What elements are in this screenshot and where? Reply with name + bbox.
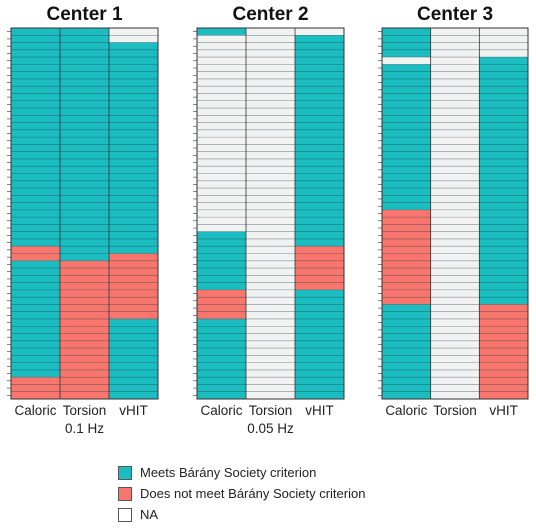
- panel-title: Center 3: [417, 4, 493, 25]
- panel-3: Center 3 Caloric Torsion vHIT: [378, 4, 529, 418]
- legend-label-meets: Meets Bárány Society criterion: [140, 465, 317, 480]
- legend-label-na: NA: [140, 507, 159, 522]
- heatmap-cell-notmeets: [11, 377, 60, 399]
- heatmap-cell-meets: [197, 318, 246, 399]
- legend-swatch-na: [118, 507, 132, 522]
- column-label: Caloric: [200, 403, 242, 418]
- column-label: Caloric: [385, 403, 427, 418]
- heatmap-cell-na: [246, 28, 295, 399]
- heatmap-cell-meets: [197, 28, 246, 36]
- heatmap-cell-meets: [109, 318, 158, 399]
- heatmap-cell-notmeets: [479, 304, 528, 399]
- panel-title: Center 1: [46, 4, 122, 25]
- legend-label-notmeets: Does not meet Bárány Society criterion: [140, 486, 366, 501]
- column-label: vHIT: [489, 403, 518, 418]
- column-sublabel: 0.05 Hz: [247, 421, 294, 436]
- heatmap-cell-meets: [382, 304, 431, 399]
- heatmap-cell-na: [295, 28, 344, 36]
- heatmap-cell-na: [430, 28, 480, 399]
- heatmap-cell-na: [382, 57, 431, 65]
- legend-item-notmeets: Does not meet Bárány Society criterion: [118, 483, 365, 504]
- heatmap-cell-notmeets: [109, 253, 158, 319]
- heatmap-cell-meets: [109, 42, 158, 254]
- heatmap-cell-meets: [295, 289, 344, 399]
- column-label: vHIT: [119, 403, 148, 418]
- column-label: Torsion: [433, 403, 477, 418]
- panel-2: Center 2 Caloric Torsion vHIT 0.05 Hz: [193, 4, 345, 436]
- legend-item-meets: Meets Bárány Society criterion: [118, 462, 365, 483]
- column-sublabel: 0.1 Hz: [65, 421, 104, 436]
- legend-swatch-notmeets: [118, 486, 132, 501]
- column-label: Torsion: [249, 403, 293, 418]
- column-label: Caloric: [14, 403, 56, 418]
- column-label: vHIT: [305, 403, 334, 418]
- panel-1: Center 1 Caloric Torsion vHIT 0.1 Hz: [7, 4, 159, 436]
- legend-swatch-meets: [118, 465, 132, 480]
- legend-item-na: NA: [118, 504, 365, 525]
- panel-title: Center 2: [232, 4, 308, 25]
- heatmap-cell-meets: [295, 35, 344, 247]
- column-label: Torsion: [63, 403, 107, 418]
- heatmap-cell-na: [197, 35, 246, 232]
- heatmap-cell-notmeets: [60, 260, 109, 399]
- heatmap-cell-notmeets: [382, 209, 431, 305]
- legend: Meets Bárány Society criterion Does not …: [118, 462, 365, 525]
